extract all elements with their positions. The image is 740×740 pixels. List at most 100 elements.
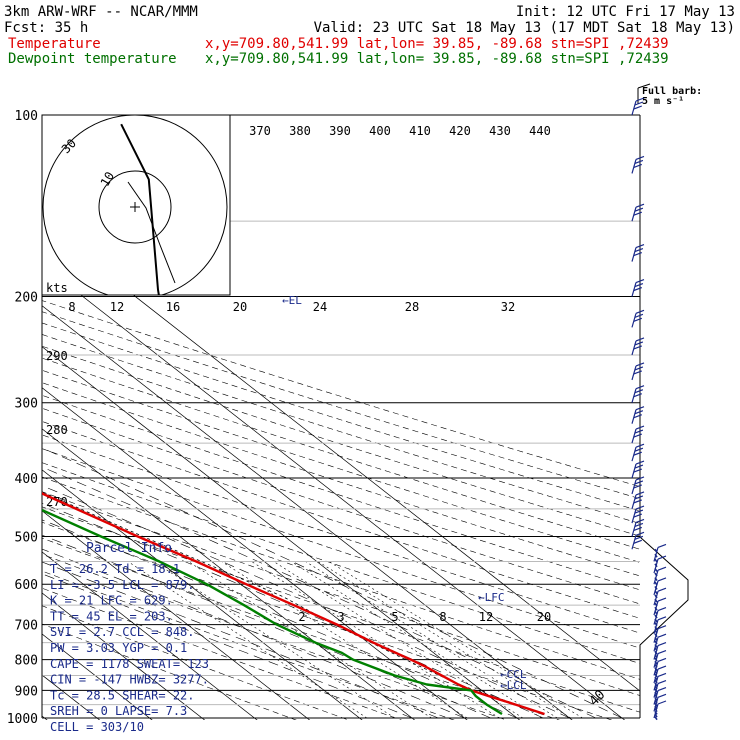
forecast-hour: Fcst: 35 h bbox=[4, 20, 88, 36]
wind-barb bbox=[654, 563, 658, 568]
wind-barb bbox=[631, 278, 645, 297]
isotherm bbox=[42, 223, 640, 692]
wind-barb bbox=[654, 691, 658, 696]
parcel-info-row: TT = 45 EL = 203. bbox=[50, 609, 173, 623]
hodograph: kts 10 30 bbox=[41, 114, 231, 296]
ccl-label: ←CCL bbox=[500, 668, 527, 681]
mixing-ratio-label: 12 bbox=[479, 610, 493, 624]
mixing-ratio-label: 8 bbox=[68, 300, 75, 314]
wind-barb bbox=[654, 626, 658, 630]
parcel-info-row: CIN = -147 HWBZ= 3277. bbox=[50, 673, 209, 687]
mixing-ratio-label: 2 bbox=[298, 610, 305, 624]
temperature-profile bbox=[42, 492, 545, 716]
isotherm bbox=[42, 510, 311, 720]
wind-barb bbox=[654, 697, 658, 702]
wind-barb bbox=[631, 97, 645, 116]
pressure-tick-label: 100 bbox=[15, 109, 38, 124]
dewpoint-profile bbox=[42, 508, 503, 716]
wind-barb bbox=[653, 566, 667, 585]
init-time: Init: 12 UTC Fri 17 May 13 bbox=[516, 4, 735, 20]
wind-barb bbox=[631, 243, 645, 262]
parcel-info-row: CELL = 303/10 bbox=[50, 720, 144, 734]
dry-adiabat bbox=[42, 345, 640, 537]
temperature-station-info: x,y=709.80,541.99 lat,lon= 39.85, -89.68… bbox=[205, 36, 669, 52]
wind-barb bbox=[654, 670, 658, 675]
mixing-ratio-label: 3 bbox=[337, 610, 344, 624]
isotherm bbox=[42, 469, 363, 720]
wind-barb bbox=[631, 531, 645, 550]
parcel-info-row: SREH = 0 LAPSE= 7.3 bbox=[50, 704, 187, 718]
wind-barb bbox=[654, 629, 658, 634]
pressure-tick-label: 900 bbox=[15, 684, 38, 699]
mixing-ratio-label: 16 bbox=[166, 300, 180, 314]
dry-adiabat bbox=[42, 491, 640, 696]
lcl-label: ←LCL bbox=[500, 679, 527, 692]
dry-adiabat bbox=[42, 434, 640, 634]
theta-label: 380 bbox=[289, 124, 311, 138]
wind-barb bbox=[654, 694, 658, 699]
mixing-ratio-label: 20 bbox=[537, 610, 551, 624]
wind-barb bbox=[654, 708, 658, 713]
wind-barb bbox=[654, 643, 658, 648]
dry-adiabat bbox=[42, 300, 640, 488]
theta-label: 370 bbox=[249, 124, 271, 138]
wind-barb bbox=[654, 602, 658, 607]
wind-barb bbox=[654, 640, 658, 645]
mixing-ratio-label: 5 bbox=[391, 610, 398, 624]
profile-traces bbox=[42, 491, 545, 716]
wind-key: Full barb: 5 m s⁻¹ bbox=[637, 83, 702, 107]
pressure-tick-label: 600 bbox=[15, 578, 38, 593]
moist-adiabat bbox=[42, 466, 596, 719]
parcel-path bbox=[42, 491, 545, 715]
dry-adiabat bbox=[42, 506, 640, 713]
wind-barb bbox=[654, 633, 658, 638]
wind-barb bbox=[654, 699, 658, 704]
wind-barb bbox=[654, 713, 658, 718]
wind-barb bbox=[654, 667, 658, 672]
wind-barb bbox=[631, 309, 645, 328]
wind-barb bbox=[654, 676, 658, 681]
wind-barb bbox=[631, 385, 645, 403]
mixing-ratio-label: 12 bbox=[110, 300, 124, 314]
wind-barb bbox=[654, 594, 658, 599]
temperature-legend: Temperature bbox=[8, 36, 101, 52]
dewpoint-legend: Dewpoint temperature bbox=[8, 51, 177, 67]
mixing-ratio-label: 24 bbox=[313, 300, 327, 314]
wind-barb bbox=[654, 548, 658, 553]
mixing-ratio-label: 28 bbox=[405, 300, 419, 314]
dry-adiabat bbox=[42, 570, 455, 720]
mixing-ratio-line bbox=[251, 561, 500, 719]
wind-barb bbox=[654, 663, 658, 668]
wind-barb bbox=[654, 606, 658, 611]
mixing-ratio-label: 20 bbox=[233, 300, 247, 314]
wind-barb bbox=[631, 505, 645, 524]
wind-barb bbox=[631, 337, 645, 356]
dry-adiabat-label: 280 bbox=[46, 423, 68, 437]
wind-barb bbox=[653, 587, 667, 606]
wind-barb bbox=[654, 585, 658, 590]
wind-barb bbox=[654, 657, 658, 662]
wind-barb bbox=[654, 590, 658, 595]
dry-adiabat-label: 290 bbox=[46, 349, 68, 363]
wind-barbs bbox=[631, 97, 667, 721]
wind-barb bbox=[631, 518, 645, 537]
parcel-info-row: K = 21 LFC = 629. bbox=[50, 594, 173, 608]
el-label: ←EL bbox=[282, 294, 302, 307]
isotherm bbox=[42, 346, 521, 720]
wind-barb bbox=[654, 660, 658, 665]
pressure-tick-label: 700 bbox=[15, 619, 38, 634]
wind-barb bbox=[654, 622, 658, 627]
hodograph-frame bbox=[41, 114, 231, 296]
pressure-tick-label: 200 bbox=[15, 291, 38, 306]
wind-barb bbox=[654, 688, 658, 693]
theta-label: 420 bbox=[449, 124, 471, 138]
parcel-info-row: CAPE = 1178 SWEAT= 123 bbox=[50, 657, 209, 671]
model-title: 3km ARW-WRF -- NCAR/MMM bbox=[4, 4, 198, 20]
wind-barb bbox=[631, 476, 645, 495]
mixing-ratio-line bbox=[305, 561, 558, 719]
lfc-label: ←LFC bbox=[478, 591, 505, 604]
isotherm bbox=[42, 551, 258, 720]
moist-adiabat bbox=[42, 561, 439, 719]
hodograph-ring-outer bbox=[42, 115, 228, 295]
wind-barb bbox=[654, 568, 658, 572]
